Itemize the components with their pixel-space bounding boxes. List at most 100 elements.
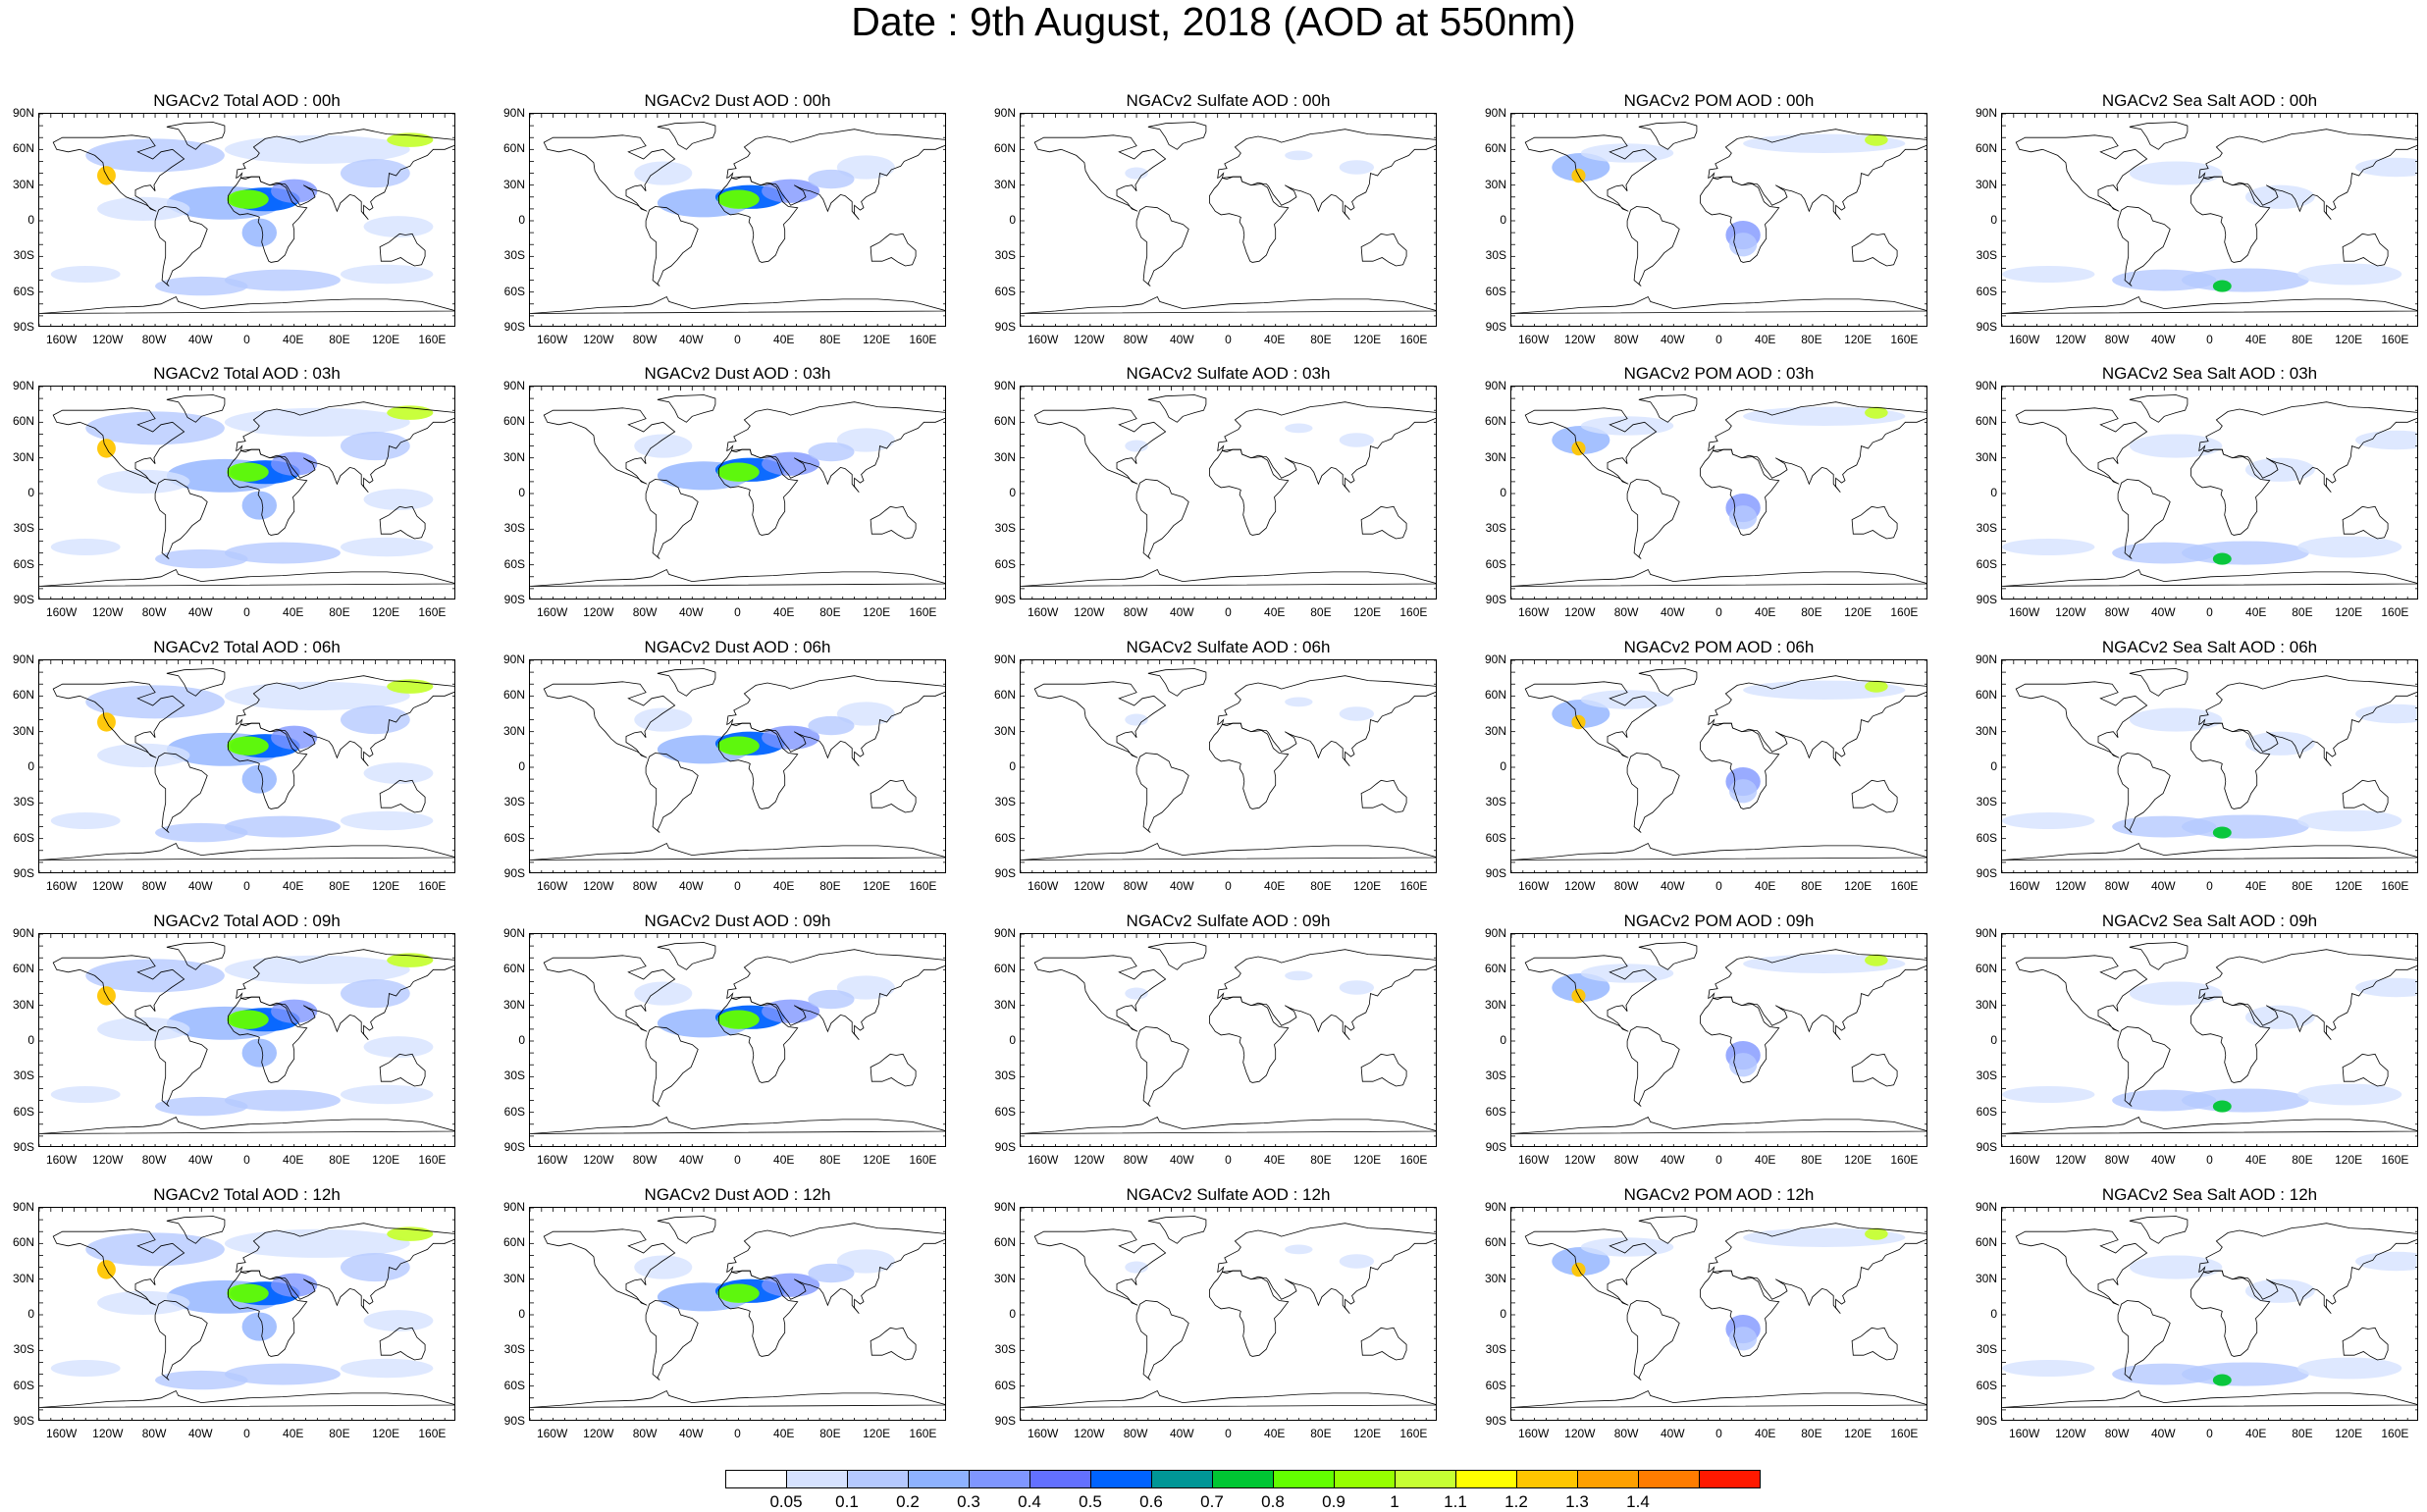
coastline-5 <box>1147 394 1207 423</box>
lat-label: 60N <box>502 688 525 703</box>
lon-label: 160W <box>1027 333 1059 346</box>
coastline-1 <box>2117 479 2171 559</box>
lon-label: 120W <box>1074 605 1105 619</box>
coastline-4 <box>1360 505 1407 540</box>
lon-label: 160W <box>45 605 78 619</box>
coastline-1 <box>645 479 699 559</box>
map-canvas <box>530 934 945 1146</box>
lat-label: 60N <box>12 414 34 429</box>
colorbar-swatch-0 <box>725 1470 787 1488</box>
lon-label: 0 <box>2206 605 2213 619</box>
lat-label: 60S <box>503 556 525 571</box>
lat-label: 30S <box>994 521 1016 536</box>
coastline-6 <box>530 1389 945 1408</box>
lon-label: 160W <box>2008 1427 2040 1440</box>
coastline-2 <box>1708 1223 1926 1315</box>
lon-label: 40W <box>187 1427 213 1440</box>
coastline-3 <box>1208 448 1290 536</box>
lon-label: 80E <box>1310 1427 1332 1440</box>
lat-label: 30S <box>1485 1069 1506 1083</box>
lat-label: 30N <box>1975 177 1997 191</box>
coastline-4 <box>1360 1327 1407 1361</box>
aod-field-2 <box>2181 268 2309 292</box>
lat-label: 90S <box>1485 866 1506 880</box>
map-canvas <box>1021 114 1436 326</box>
lat-label: 30S <box>1485 521 1506 536</box>
lon-label: 120W <box>1074 333 1105 346</box>
lat-label: 0 <box>27 213 34 227</box>
aod-field-10 <box>340 810 434 831</box>
lon-label: 160W <box>536 1427 568 1440</box>
coastline-2 <box>726 401 945 494</box>
aod-field-2 <box>2181 541 2309 565</box>
colorbar-label: 0.3 <box>957 1492 980 1511</box>
coastline-2 <box>1217 129 1436 221</box>
lon-label: 40E <box>283 1153 304 1167</box>
lat-label: 30N <box>12 723 34 738</box>
lat-label: 0 <box>1009 759 1016 773</box>
coastline-6 <box>1511 1116 1926 1134</box>
lon-label: 80E <box>819 1427 841 1440</box>
lon-label: 40W <box>1169 333 1194 346</box>
lat-label: 0 <box>1990 486 1997 499</box>
lon-label: 80W <box>141 1153 167 1167</box>
lat-label: 90N <box>1484 379 1506 392</box>
map-canvas <box>1021 387 1436 599</box>
lat-label: 60S <box>1485 556 1506 571</box>
lon-label: 120W <box>1564 1427 1596 1440</box>
lon-label: 40W <box>187 879 213 893</box>
lon-label: 80W <box>141 879 167 893</box>
lon-label: 80W <box>2104 333 2130 346</box>
lat-label: 60S <box>13 556 34 571</box>
lat-label: 30S <box>503 248 525 263</box>
lon-label: 0 <box>734 1153 741 1167</box>
coastline-6 <box>1021 842 1436 860</box>
coastline-1 <box>645 753 699 833</box>
aod-field-5 <box>1865 954 1888 966</box>
coastline-2 <box>726 949 945 1041</box>
lat-label: 60S <box>1976 284 1997 298</box>
coastline-6 <box>1511 568 1926 587</box>
lat-label: 0 <box>1500 1033 1506 1047</box>
aod-field-14 <box>97 196 190 221</box>
aod-field-5 <box>1865 406 1888 419</box>
lat-label: 30S <box>1976 1069 1997 1083</box>
coastline-2 <box>2198 949 2417 1041</box>
aod-field-6 <box>2244 457 2315 482</box>
map-sulfate-2 <box>1020 659 1437 873</box>
coastline-5 <box>2129 1216 2189 1244</box>
aod-field-6 <box>1728 233 1758 257</box>
coastline-3 <box>1699 448 1780 536</box>
coastline-0 <box>543 1228 676 1306</box>
lon-label: 160E <box>1399 605 1428 619</box>
lon-label: 40W <box>2150 1153 2176 1167</box>
lat-label: 30N <box>502 177 525 191</box>
map-total-2 <box>38 659 455 873</box>
aod-field-4 <box>634 161 693 185</box>
map-dust-2 <box>529 659 946 873</box>
lat-label: 30N <box>1484 723 1506 738</box>
aod-field-0 <box>85 1232 225 1267</box>
colorbar-label: 0.8 <box>1261 1492 1285 1511</box>
aod-field-15 <box>363 216 434 237</box>
aod-field-1 <box>1125 987 1148 1000</box>
lon-label: 160W <box>2008 605 2040 619</box>
lon-label: 0 <box>1225 605 1232 619</box>
coastline-5 <box>2129 122 2189 150</box>
lon-label: 160E <box>1890 605 1919 619</box>
lon-label: 0 <box>734 333 741 346</box>
coastline-3 <box>227 722 308 809</box>
colorbar-label: 0.4 <box>1018 1492 1041 1511</box>
lat-label: 60N <box>993 1235 1016 1250</box>
lon-label: 0 <box>1715 333 1722 346</box>
colorbar-swatch-1 <box>786 1470 848 1488</box>
colorbar-label: 1.1 <box>1444 1492 1467 1511</box>
coastline-4 <box>1360 233 1407 267</box>
lon-label: 80E <box>329 879 350 893</box>
coastline-5 <box>1638 122 1698 150</box>
lon-label: 40E <box>773 879 795 893</box>
coastline-3 <box>1208 722 1290 809</box>
coastline-5 <box>657 668 716 697</box>
lon-label: 40E <box>283 605 304 619</box>
coastline-2 <box>236 949 454 1041</box>
